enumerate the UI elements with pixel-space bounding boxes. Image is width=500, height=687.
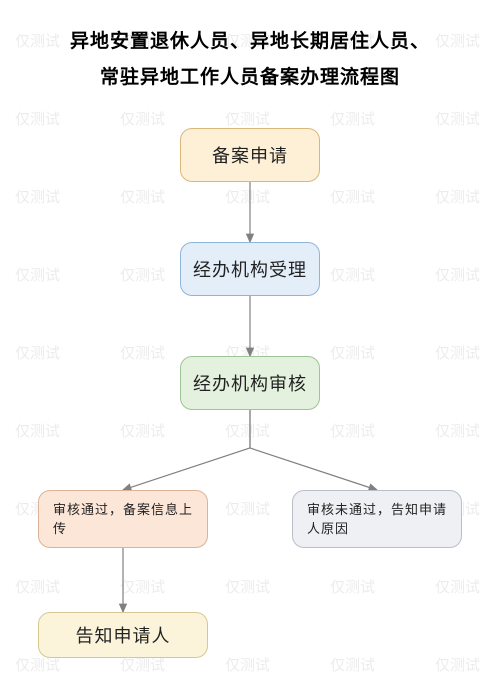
flow-node-label: 审核未通过，告知申请人原因	[293, 494, 461, 545]
page-title: 异地安置退休人员、异地长期居住人员、 常驻异地工作人员备案办理流程图	[0, 24, 500, 96]
title-line-1: 异地安置退休人员、异地长期居住人员、	[30, 24, 470, 60]
flow-node-n5: 审核未通过，告知申请人原因	[292, 490, 462, 548]
flow-node-label: 备案申请	[206, 138, 294, 172]
flow-edge	[250, 410, 377, 490]
flow-node-label: 经办机构审核	[187, 366, 313, 400]
flow-edges	[0, 0, 500, 687]
flow-node-n6: 告知申请人	[38, 612, 208, 658]
flow-node-n4: 审核通过，备案信息上传	[38, 490, 208, 548]
flow-node-label: 审核通过，备案信息上传	[39, 494, 207, 545]
flow-node-n1: 备案申请	[180, 128, 320, 182]
flow-node-n3: 经办机构审核	[180, 356, 320, 410]
title-line-2: 常驻异地工作人员备案办理流程图	[30, 60, 470, 96]
flow-node-label: 告知申请人	[70, 618, 177, 652]
flow-node-label: 经办机构受理	[187, 252, 313, 286]
flow-node-n2: 经办机构受理	[180, 242, 320, 296]
flow-edge	[123, 410, 250, 490]
